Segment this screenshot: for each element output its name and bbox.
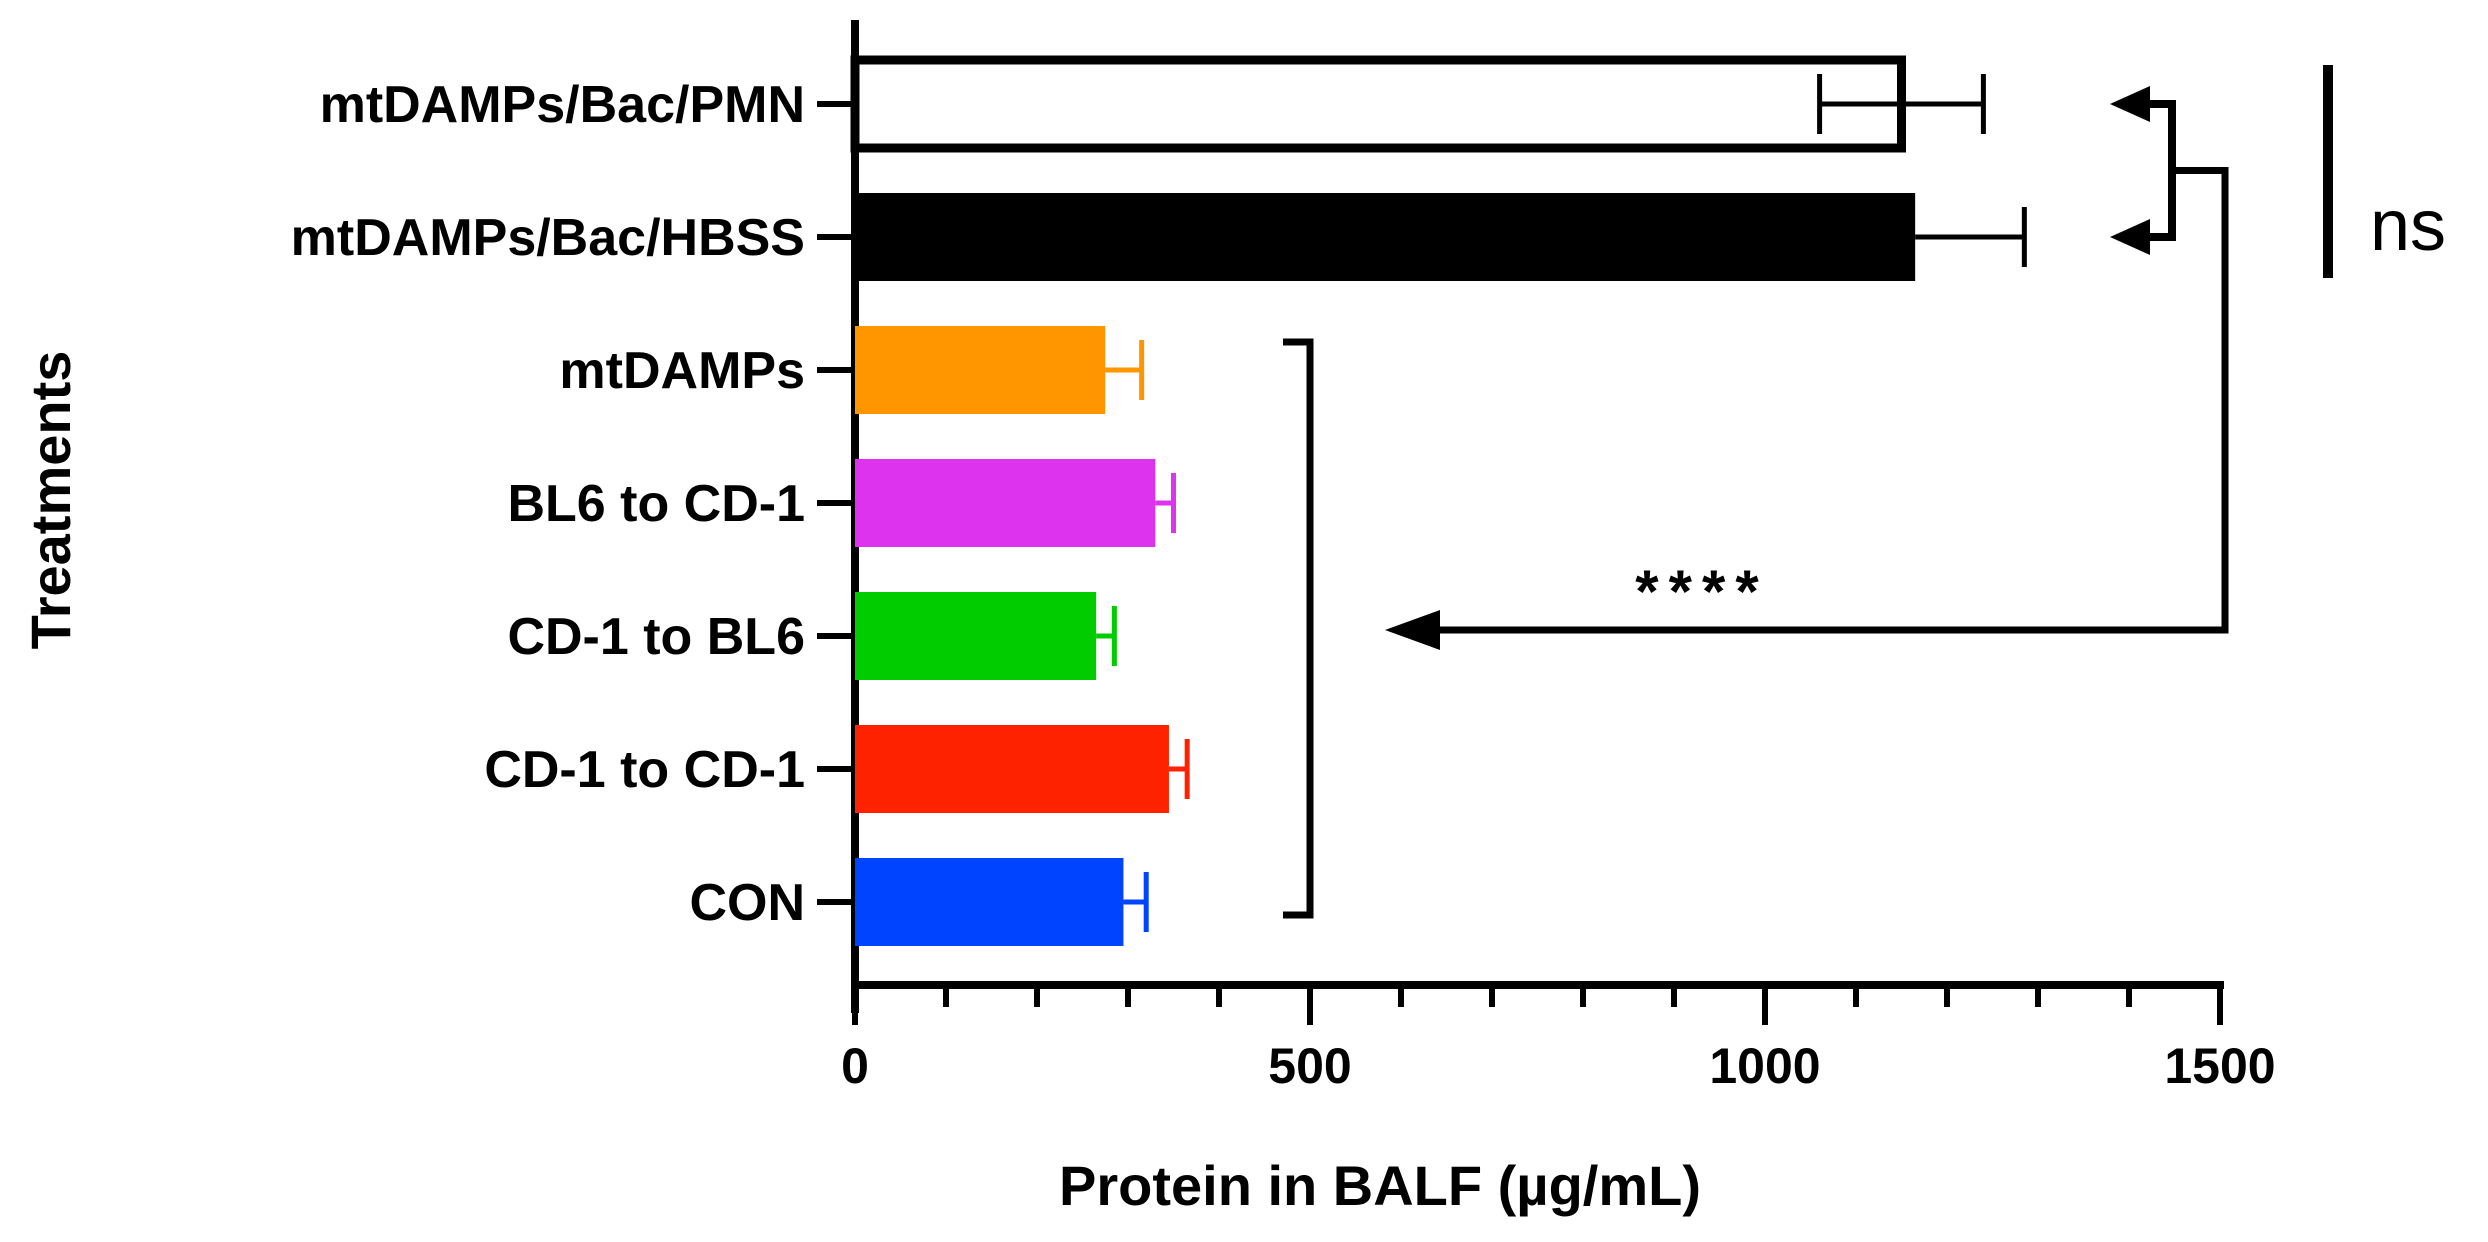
arrowhead	[2110, 219, 2150, 255]
bar-bl6-to-cd-1	[855, 459, 1156, 547]
x-axis-title: Protein in BALF (µg/mL)	[1059, 1154, 1701, 1217]
ticks: 0 500 1000 1500 mtDAMPs/Bac/PMN mtDAMPs/Bac/H…	[291, 76, 2276, 1094]
bar-cd-1-to-cd-1	[855, 725, 1169, 813]
x-tick-label: 0	[841, 1038, 869, 1094]
category-label: mtDAMPs	[559, 342, 805, 400]
arrowhead	[2110, 86, 2150, 122]
bar-cd-1-to-bl6	[855, 592, 1097, 680]
bar-mtdamps-bac-hbss	[855, 193, 1916, 281]
bars	[850, 55, 1916, 946]
category-label: mtDAMPs/Bac/HBSS	[291, 209, 805, 267]
category-label: CD-1 to CD-1	[484, 741, 805, 799]
error-bars	[1096, 74, 2027, 932]
significance-connector	[1440, 167, 2229, 634]
category-label: CD-1 to BL6	[507, 608, 805, 666]
arrowhead	[1385, 610, 1440, 650]
significance-stars-label: ****	[1635, 558, 1768, 625]
category-label: mtDAMPs/Bac/PMN	[320, 76, 805, 134]
group-bracket	[2140, 100, 2176, 241]
annotations	[1283, 65, 2333, 919]
bar-con	[855, 858, 1124, 946]
x-tick-label: 1000	[1709, 1038, 1820, 1094]
bar-mtdamps-bac-pmn	[850, 55, 1906, 153]
category-label: BL6 to CD-1	[507, 475, 805, 533]
y-axis-title: Treatments	[19, 351, 82, 650]
x-tick-label: 500	[1268, 1038, 1351, 1094]
bar-mtdamps	[855, 326, 1106, 414]
ns-label: ns	[2370, 186, 2446, 266]
lower-group-bracket	[1283, 338, 1314, 919]
x-tick-label: 1500	[2164, 1038, 2275, 1094]
category-label: CON	[689, 874, 805, 932]
